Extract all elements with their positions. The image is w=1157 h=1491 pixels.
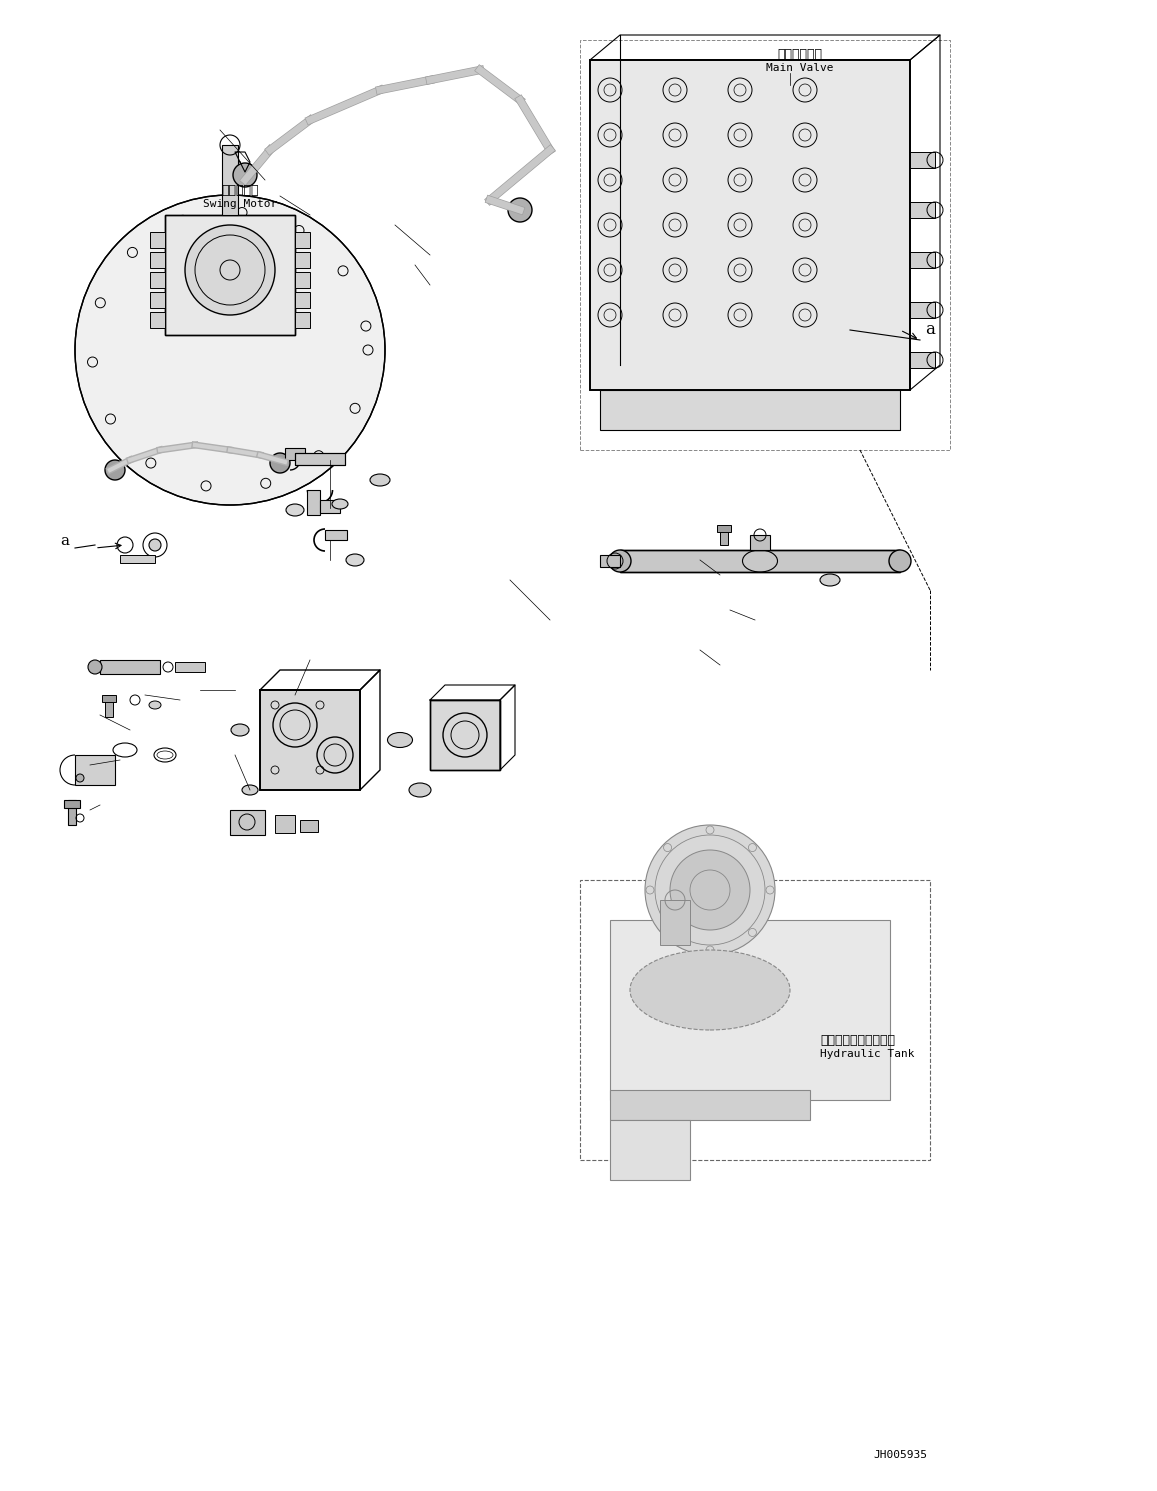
Bar bbox=[911, 152, 935, 168]
Text: Main Valve: Main Valve bbox=[766, 63, 834, 73]
Bar bbox=[620, 550, 900, 573]
Bar bbox=[295, 292, 310, 309]
Bar bbox=[295, 453, 345, 465]
Bar bbox=[150, 271, 165, 288]
Bar bbox=[150, 312, 165, 328]
Ellipse shape bbox=[820, 574, 840, 586]
Bar bbox=[610, 920, 890, 1100]
Bar bbox=[320, 499, 340, 513]
Ellipse shape bbox=[609, 550, 631, 573]
Ellipse shape bbox=[370, 474, 390, 486]
Bar bbox=[430, 699, 500, 769]
Ellipse shape bbox=[346, 555, 364, 567]
Bar bbox=[430, 699, 500, 769]
Bar bbox=[325, 529, 347, 540]
Bar bbox=[275, 816, 295, 833]
Bar bbox=[68, 801, 76, 825]
Bar bbox=[720, 525, 728, 546]
Bar bbox=[295, 233, 310, 248]
Bar bbox=[590, 60, 911, 391]
Circle shape bbox=[105, 461, 125, 480]
Bar bbox=[105, 695, 113, 717]
Bar bbox=[295, 252, 310, 268]
Bar bbox=[64, 801, 80, 808]
Ellipse shape bbox=[388, 732, 413, 747]
Text: ハイドロリックタンク: ハイドロリックタンク bbox=[820, 1033, 896, 1047]
Bar bbox=[307, 491, 320, 514]
Circle shape bbox=[75, 195, 385, 505]
Bar bbox=[750, 535, 771, 550]
Bar bbox=[610, 1090, 810, 1120]
Bar bbox=[620, 550, 900, 573]
Circle shape bbox=[670, 850, 750, 930]
Bar bbox=[175, 662, 205, 672]
Bar bbox=[230, 810, 265, 835]
Bar bbox=[659, 901, 690, 945]
Bar bbox=[911, 252, 935, 268]
Bar bbox=[580, 880, 930, 1160]
Bar bbox=[285, 447, 305, 461]
Bar bbox=[222, 145, 238, 215]
Bar bbox=[610, 1120, 690, 1179]
Bar bbox=[102, 695, 116, 702]
Bar bbox=[295, 312, 310, 328]
Text: JH005935: JH005935 bbox=[874, 1451, 927, 1460]
Bar bbox=[165, 215, 295, 335]
Bar bbox=[100, 661, 160, 674]
Bar bbox=[120, 555, 155, 564]
Circle shape bbox=[644, 825, 775, 956]
Ellipse shape bbox=[410, 783, 432, 798]
Text: Swing Motor: Swing Motor bbox=[202, 198, 278, 209]
Bar bbox=[150, 292, 165, 309]
Bar bbox=[300, 820, 318, 832]
Bar bbox=[260, 690, 360, 790]
Bar bbox=[75, 754, 115, 784]
Bar bbox=[150, 233, 165, 248]
Circle shape bbox=[270, 453, 290, 473]
Bar bbox=[590, 60, 911, 391]
Ellipse shape bbox=[631, 950, 790, 1030]
Bar bbox=[911, 303, 935, 318]
Circle shape bbox=[76, 774, 84, 781]
Ellipse shape bbox=[149, 701, 161, 710]
Text: a: a bbox=[924, 322, 935, 338]
Text: メインバルブ: メインバルブ bbox=[778, 49, 823, 61]
Ellipse shape bbox=[231, 725, 249, 737]
Ellipse shape bbox=[242, 784, 258, 795]
Circle shape bbox=[88, 661, 102, 674]
Circle shape bbox=[233, 163, 257, 186]
Ellipse shape bbox=[889, 550, 911, 573]
Circle shape bbox=[185, 225, 275, 315]
Bar bbox=[295, 271, 310, 288]
Bar bbox=[600, 555, 620, 567]
Ellipse shape bbox=[332, 499, 348, 508]
Bar bbox=[150, 252, 165, 268]
Bar bbox=[580, 40, 950, 450]
Circle shape bbox=[149, 540, 161, 552]
Circle shape bbox=[508, 198, 532, 222]
Text: Hydraulic Tank: Hydraulic Tank bbox=[820, 1050, 914, 1059]
Bar bbox=[165, 215, 295, 335]
Bar bbox=[260, 690, 360, 790]
Bar bbox=[717, 525, 731, 532]
Text: a: a bbox=[60, 534, 69, 549]
Ellipse shape bbox=[286, 504, 304, 516]
Text: 旋回モータ: 旋回モータ bbox=[221, 183, 259, 197]
Bar bbox=[911, 201, 935, 218]
Bar bbox=[295, 453, 345, 465]
Bar bbox=[911, 352, 935, 368]
Bar bbox=[600, 391, 900, 429]
